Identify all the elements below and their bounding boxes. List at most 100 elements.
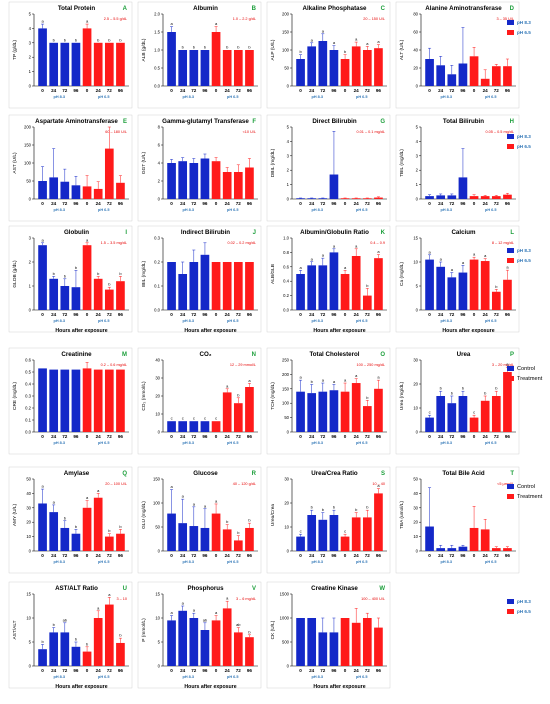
bar — [245, 262, 254, 310]
significance-letter: b — [86, 641, 89, 646]
significance-letter: b — [108, 37, 111, 42]
y-tick-label: 20 — [413, 520, 418, 525]
significance-letter: a — [322, 378, 325, 383]
legend-swatch — [507, 484, 514, 489]
y-tick-label: 200 — [282, 12, 290, 17]
y-tick-label: 20 — [413, 382, 418, 387]
legend-label: pH 6.5 — [517, 30, 531, 35]
bar — [49, 278, 59, 310]
panel-title: Gamma-glutamyl Transferase — [162, 118, 249, 125]
bar — [178, 274, 188, 310]
bar — [60, 369, 70, 432]
y-tick-label: 20 — [284, 501, 289, 506]
bar — [178, 523, 188, 551]
panel-frame — [266, 581, 391, 689]
bar — [458, 396, 468, 432]
y-tick-label: 5 — [158, 640, 161, 645]
significance-letter: a — [86, 19, 89, 24]
y-tick-label: 0.0 — [25, 430, 31, 435]
bar — [60, 286, 70, 310]
y-tick-label: 100 — [24, 161, 32, 166]
bar — [374, 627, 383, 666]
panel-letter: V — [252, 586, 256, 592]
reference-range: 20 – 100 U/L — [105, 482, 127, 486]
significance-letter: a — [333, 379, 336, 384]
significance-letter: b — [322, 507, 325, 512]
significance-letter: a — [226, 383, 229, 388]
legend-swatch — [507, 366, 514, 371]
panel-b: Albumin B ALB (g/dL) 0.0 0.5 1.0 1.5 2.0 1.0 – 2… — [137, 1, 262, 109]
panel-letter: B — [252, 6, 257, 12]
x-tick-label: 72 — [236, 88, 242, 93]
significance-letter: a — [97, 488, 100, 493]
y-tick-label: 0 — [416, 549, 419, 554]
x-tick-label: 0 — [299, 668, 302, 673]
bar — [329, 50, 339, 86]
legend-label: pH 6.5 — [517, 609, 531, 614]
significance-letter: b — [248, 45, 251, 50]
bar — [362, 618, 372, 666]
significance-letter: a — [53, 499, 56, 504]
significance-letter: a — [506, 265, 509, 270]
x-tick-label: 24 — [354, 312, 360, 317]
x-tick-label: 24 — [51, 668, 57, 673]
y-axis-label: P (mmol/L) — [141, 618, 147, 642]
y-tick-label: 30 — [26, 505, 31, 510]
y-axis-label: ALB (g/dL) — [141, 38, 147, 61]
significance-letter: a — [182, 494, 185, 499]
y-tick-label: 2 — [158, 179, 161, 184]
legend: pH 8.3 pH 6.5 — [507, 248, 531, 263]
x-tick-label: 24 — [51, 88, 57, 93]
x-tick-label: 96 — [118, 553, 124, 558]
bar — [233, 172, 243, 199]
reference-range: 20 – 150 U/L — [363, 17, 385, 21]
x-tick-label: 72 — [62, 201, 68, 206]
bar — [49, 177, 59, 199]
x-tick-label: 72 — [107, 312, 113, 317]
x-tick-label: 24 — [309, 88, 315, 93]
x-axis-title: Hours after exposure — [184, 328, 236, 334]
y-tick-label: 0 — [287, 549, 290, 554]
x-tick-label: 96 — [247, 201, 253, 206]
x-tick-label: 24 — [438, 553, 444, 558]
x-tick-label: 24 — [51, 201, 57, 206]
bar — [425, 417, 434, 432]
y-tick-label: 4 — [416, 139, 419, 144]
group-label: pH 6.5 — [485, 319, 496, 323]
group-label: pH 6.5 — [356, 319, 367, 323]
panel-title: Urea/Crea Ratio — [311, 470, 358, 477]
panel-v: Phosphorus V P (mmol/L) 0 5 10 15 3 – 6 mg/dL a 0… — [137, 581, 262, 690]
group-label: pH 8.3 — [312, 95, 323, 99]
panel-i: Globulin I GLOB (g/dL) 0 1 2 3 1.5 – 3.5 mg/dL a… — [8, 225, 133, 334]
bar — [480, 400, 490, 432]
x-tick-label: 72 — [449, 312, 455, 317]
x-tick-label: 0 — [299, 434, 302, 439]
significance-letter: a — [377, 39, 380, 44]
panel-title: Alkaline Phosphatase — [303, 5, 368, 12]
bar — [491, 396, 501, 432]
bar — [362, 406, 372, 432]
bar — [329, 515, 339, 551]
x-tick-label: 0 — [215, 201, 218, 206]
bar — [447, 277, 457, 310]
significance-letter: a — [344, 378, 347, 383]
bar — [340, 198, 350, 199]
bar — [351, 517, 361, 551]
x-tick-label: 96 — [460, 88, 466, 93]
x-tick-label: 72 — [320, 312, 326, 317]
reference-range: 0.02 – 0.2 mg/dL — [228, 241, 257, 245]
bar — [71, 287, 81, 310]
x-tick-label: 24 — [96, 668, 102, 673]
significance-letter: b — [440, 386, 443, 391]
panel-letter: Q — [122, 471, 127, 477]
significance-letter: b — [97, 37, 100, 42]
panel-letter: L — [510, 230, 514, 236]
bar — [167, 163, 176, 199]
significance-letter: b — [299, 49, 302, 54]
y-tick-label: 100 — [282, 48, 290, 53]
y-tick-label: 15 — [155, 592, 160, 597]
significance-letter: a — [428, 249, 431, 254]
significance-letter: a — [248, 378, 251, 383]
x-tick-label: 72 — [449, 434, 455, 439]
panel-title: AST/ALT Ratio — [55, 585, 98, 592]
